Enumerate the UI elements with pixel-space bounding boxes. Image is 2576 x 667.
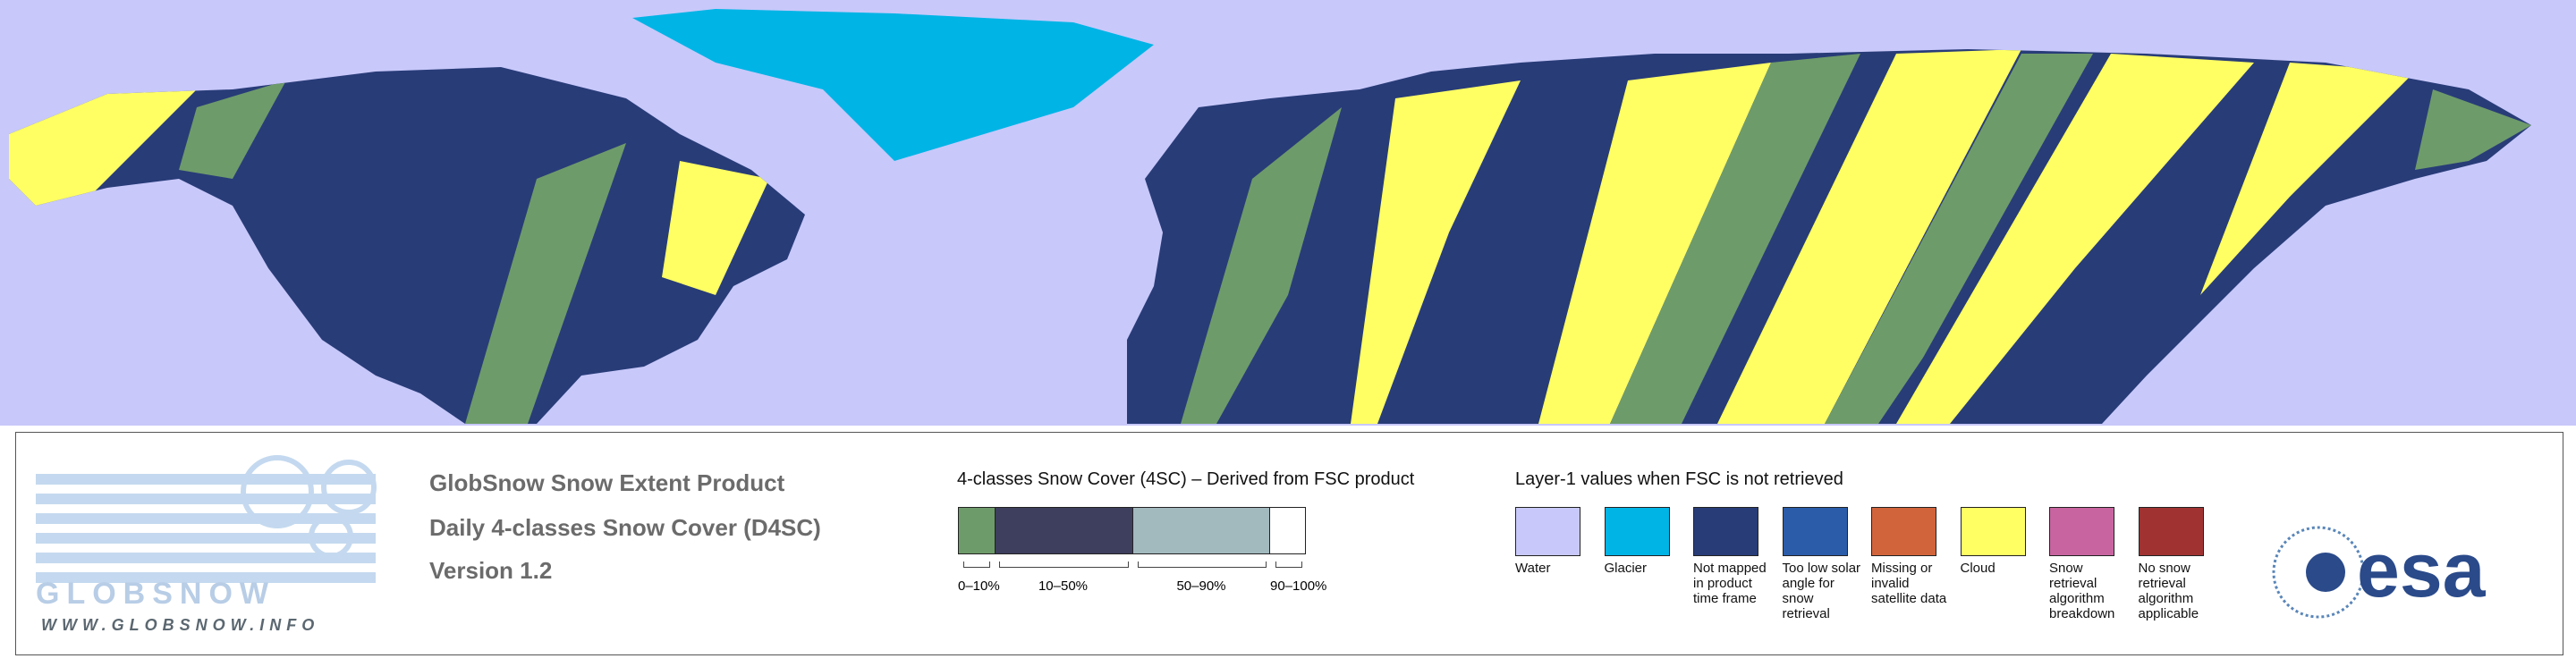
layer1-label: Cloud — [1960, 561, 1996, 576]
greenland — [632, 9, 1154, 161]
layer1-swatch — [1960, 507, 2026, 556]
layer1-swatch — [1604, 507, 1670, 556]
cloud-band — [1538, 63, 1771, 424]
logo-url: WWW.GLOBSNOW.INFO — [41, 616, 319, 634]
layer1-swatch — [2049, 507, 2114, 556]
snow-band — [1825, 54, 2093, 424]
esa-emblem — [2272, 526, 2365, 619]
layer1-swatch — [1515, 507, 1580, 556]
logo-text: GLOBSNOW — [36, 577, 275, 611]
cloud-band — [1717, 49, 2021, 424]
esa-logo: esa — [2272, 526, 2487, 619]
product-version: Version 1.2 — [429, 557, 553, 584]
layer1-swatch — [1693, 507, 1758, 556]
cloud-band — [1896, 54, 2254, 424]
snow-class-bracket — [963, 561, 990, 568]
snow-class-swatch — [1269, 508, 1305, 553]
logo-stripes — [36, 474, 376, 583]
cloud-band — [1351, 80, 1521, 424]
cloud-band — [2200, 63, 2415, 295]
snow-legend-title: 4-classes Snow Cover (4SC) – Derived fro… — [957, 469, 1415, 489]
snow-class-label: 10–50% — [1038, 578, 1089, 594]
snow-class-label: 90–100% — [1270, 578, 1327, 594]
snow-class-bracket — [999, 561, 1129, 568]
swath-stripes — [9, 49, 2531, 424]
layer1-label: Snow retrieval algorithm breakdown — [2049, 561, 2115, 621]
snow-band — [1610, 54, 1860, 424]
esa-wordmark: esa — [2357, 528, 2487, 613]
snow-band — [465, 143, 626, 424]
cloud-band — [662, 161, 769, 295]
layer1-label: Glacier — [1604, 561, 1648, 576]
layer1-label: Not mapped in product time frame — [1693, 561, 1767, 606]
snow-band — [179, 80, 286, 179]
snow-class-swatch — [959, 508, 995, 553]
snow-class-label: 50–90% — [1176, 578, 1226, 594]
layer1-label: Missing or invalid satellite data — [1871, 561, 1947, 606]
globsnow-logo: GLOBSNOW WWW.GLOBSNOW.INFO — [36, 455, 377, 634]
legend-panel — [15, 432, 2563, 655]
snow-band — [1181, 107, 1342, 424]
layer1-label: Too low solar angle for snow retrieval — [1782, 561, 1861, 621]
esa-emblem-core — [2306, 553, 2345, 592]
snow-class-bracket — [1138, 561, 1267, 568]
layer1-swatch — [1782, 507, 1848, 556]
snow-band — [2415, 89, 2531, 170]
snow-map — [0, 0, 2576, 426]
snow-class-bar — [958, 507, 1306, 554]
product-title: GlobSnow Snow Extent Product — [429, 469, 785, 496]
snowflakes — [241, 455, 377, 559]
land — [9, 49, 2531, 424]
snow-class-swatch — [1132, 508, 1270, 553]
layer1-swatch — [2138, 507, 2204, 556]
layer1-legend-title: Layer-1 values when FSC is not retrieved — [1515, 469, 1843, 489]
product-subtitle: Daily 4-classes Snow Cover (D4SC) — [429, 514, 821, 541]
layer1-label: Water — [1515, 561, 1551, 576]
snow-class-swatch — [994, 508, 1132, 553]
layer1-swatch — [1871, 507, 1936, 556]
snow-class-label: 0–10% — [958, 578, 1000, 594]
layer1-label: No snow retrieval algorithm applicable — [2138, 561, 2199, 621]
snow-class-bracket — [1275, 561, 1302, 568]
